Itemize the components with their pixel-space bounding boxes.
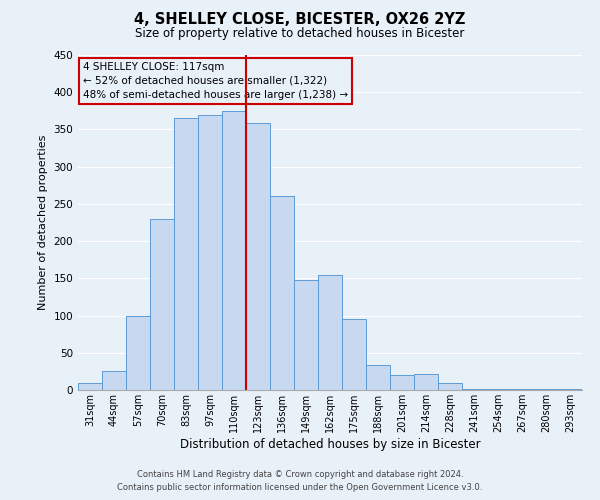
Text: 4, SHELLEY CLOSE, BICESTER, OX26 2YZ: 4, SHELLEY CLOSE, BICESTER, OX26 2YZ [134,12,466,28]
Bar [366,364,390,390]
Bar [414,374,438,390]
Bar [270,196,294,390]
Bar [78,382,102,390]
Bar [462,388,486,390]
Bar [126,316,150,390]
Bar [390,375,414,390]
Bar [222,111,246,390]
Bar [102,372,126,390]
Bar [198,114,222,390]
Text: Size of property relative to detached houses in Bicester: Size of property relative to detached ho… [136,28,464,40]
Bar [150,219,174,390]
X-axis label: Distribution of detached houses by size in Bicester: Distribution of detached houses by size … [179,438,481,450]
Bar [342,320,366,390]
Bar [174,118,198,390]
Bar [294,280,318,390]
Bar [246,124,270,390]
Bar [318,274,342,390]
Text: Contains HM Land Registry data © Crown copyright and database right 2024.
Contai: Contains HM Land Registry data © Crown c… [118,470,482,492]
Bar [438,382,462,390]
Y-axis label: Number of detached properties: Number of detached properties [38,135,48,310]
Text: 4 SHELLEY CLOSE: 117sqm
← 52% of detached houses are smaller (1,322)
48% of semi: 4 SHELLEY CLOSE: 117sqm ← 52% of detache… [83,62,348,100]
